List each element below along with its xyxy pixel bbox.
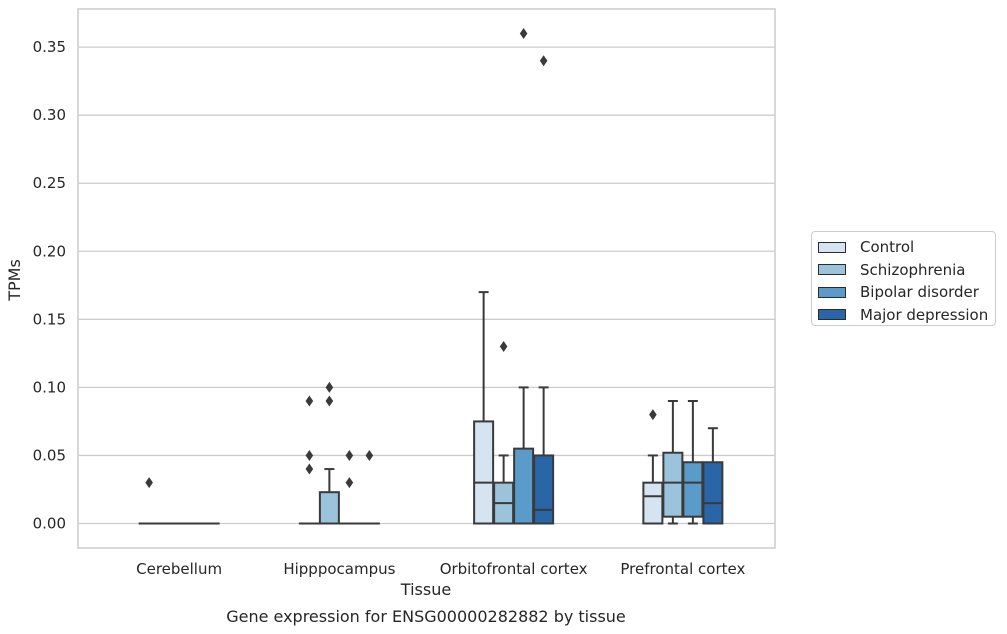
- outlier-point: [649, 409, 657, 421]
- outlier-point: [145, 477, 153, 489]
- outlier-point: [499, 341, 508, 353]
- outlier-point: [305, 395, 314, 407]
- box-major-depression: [358, 449, 380, 525]
- box-control: [138, 477, 160, 525]
- outlier-point: [345, 477, 354, 489]
- box-major-depression: [533, 55, 555, 525]
- box-iqr: [662, 451, 684, 518]
- box-iqr: [702, 461, 724, 525]
- legend-label: Schizophrenia: [860, 260, 966, 279]
- box-iqr: [642, 481, 664, 525]
- outlier-point: [365, 449, 374, 461]
- x-axis-label: Tissue: [400, 580, 451, 599]
- x-tick-label: Orbitofrontal cortex: [440, 560, 588, 578]
- y-tick-label: 0.10: [33, 378, 66, 396]
- box-iqr: [473, 420, 495, 525]
- legend-swatch: [818, 264, 846, 276]
- legend-swatch: [818, 241, 846, 253]
- box-major-depression: [702, 427, 724, 525]
- outlier-point: [519, 28, 528, 39]
- outlier-point: [345, 449, 354, 461]
- outlier-point: [305, 449, 314, 461]
- box-bipolar-disorder: [682, 400, 704, 525]
- x-tick-label: Hipppocampus: [283, 560, 395, 578]
- outlier-point: [539, 55, 548, 67]
- box-control: [298, 395, 320, 525]
- outlier-point: [325, 395, 334, 407]
- y-tick-label: 0.15: [33, 310, 66, 328]
- outlier-point: [325, 381, 334, 393]
- box-iqr: [513, 447, 535, 525]
- box-bipolar-disorder: [513, 28, 535, 525]
- legend: Control Schizophrenia Bipolar disorder Majo…: [811, 231, 996, 326]
- chart-caption: Gene expression for ENSG00000282882 by t…: [226, 607, 626, 626]
- legend-label: Major depression: [860, 305, 989, 324]
- legend-label: Control: [860, 238, 915, 257]
- y-tick-label: 0.30: [33, 106, 66, 124]
- box-bipolar-disorder: [338, 449, 360, 525]
- y-tick-label: 0.20: [33, 242, 66, 260]
- box-control: [473, 291, 495, 525]
- box-iqr: [533, 454, 555, 525]
- y-tick-label: 0.05: [33, 446, 66, 464]
- outlier-point: [305, 463, 314, 475]
- x-tick-label: Cerebellum: [136, 560, 222, 578]
- y-tick-label: 0.35: [33, 38, 66, 56]
- y-tick-labels: 0.00 0.05 0.10 0.15 0.20 0.25 0.30 0.35: [33, 38, 66, 532]
- box-iqr: [318, 491, 340, 525]
- box-schizophrenia: [662, 400, 684, 525]
- box-control: [642, 409, 664, 525]
- legend-label: Bipolar disorder: [860, 283, 979, 302]
- plot-frame: [77, 8, 776, 549]
- box-plots: [138, 28, 724, 525]
- x-tick-label: Prefrontal cortex: [620, 560, 745, 578]
- legend-item: Bipolar disorder: [818, 281, 995, 304]
- legend-swatch: [818, 309, 846, 321]
- box-schizophrenia: [318, 381, 340, 525]
- legend-item: Control: [818, 236, 995, 259]
- legend-item: Major depression: [818, 304, 995, 327]
- x-tick-labels: Cerebellum Hipppocampus Orbitofrontal cort…: [136, 560, 745, 578]
- box-iqr: [682, 461, 704, 518]
- legend-item: Schizophrenia: [818, 259, 995, 282]
- y-axis-label: TPMs: [5, 259, 24, 302]
- box-schizophrenia: [493, 341, 515, 525]
- y-tick-label: 0.00: [33, 515, 66, 533]
- legend-swatch: [818, 286, 846, 298]
- y-tick-label: 0.25: [33, 174, 66, 192]
- gridlines: [78, 46, 775, 525]
